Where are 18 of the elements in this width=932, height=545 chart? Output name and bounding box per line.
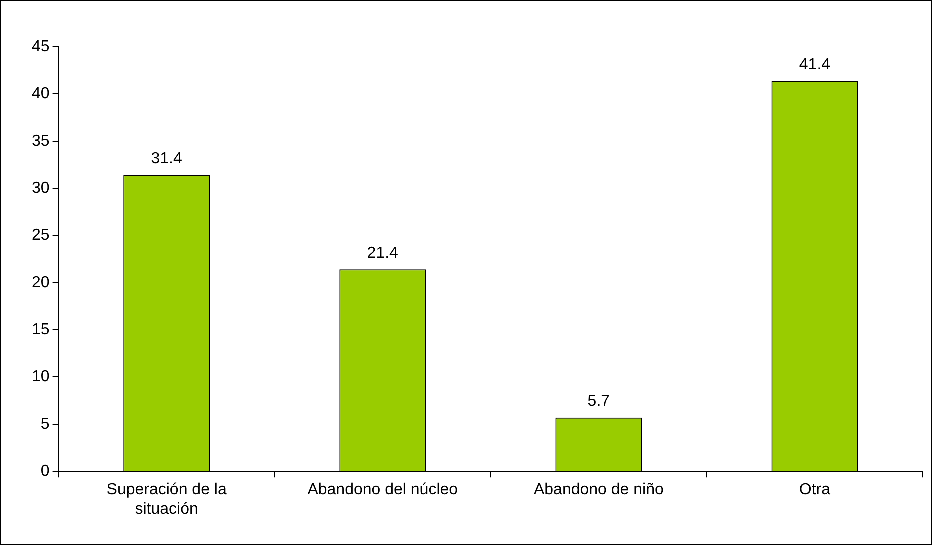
y-tick-label: 5 [40,416,50,433]
y-tick-label: 0 [40,463,50,480]
data-label: 41.4 [799,56,831,74]
x-tick-label: Superación de la situación [106,482,227,518]
y-tick-label: 15 [32,321,50,338]
y-tick-label: 25 [32,227,50,244]
data-label: 31.4 [151,150,182,168]
y-tick-label: 10 [32,368,50,386]
y-tick-label: 30 [32,180,50,197]
x-tick-label: Otra [799,482,831,499]
data-label: 21.4 [367,245,399,262]
y-tick-label: 45 [32,38,50,56]
x-tick-label: Abandono de niño [534,482,664,499]
x-tick-label: Abandono del núcleo [308,482,458,499]
data-label: 5.7 [588,393,610,410]
y-tick-label: 20 [32,274,50,292]
y-tick-label: 35 [32,132,50,150]
y-tick-label: 40 [32,86,50,103]
